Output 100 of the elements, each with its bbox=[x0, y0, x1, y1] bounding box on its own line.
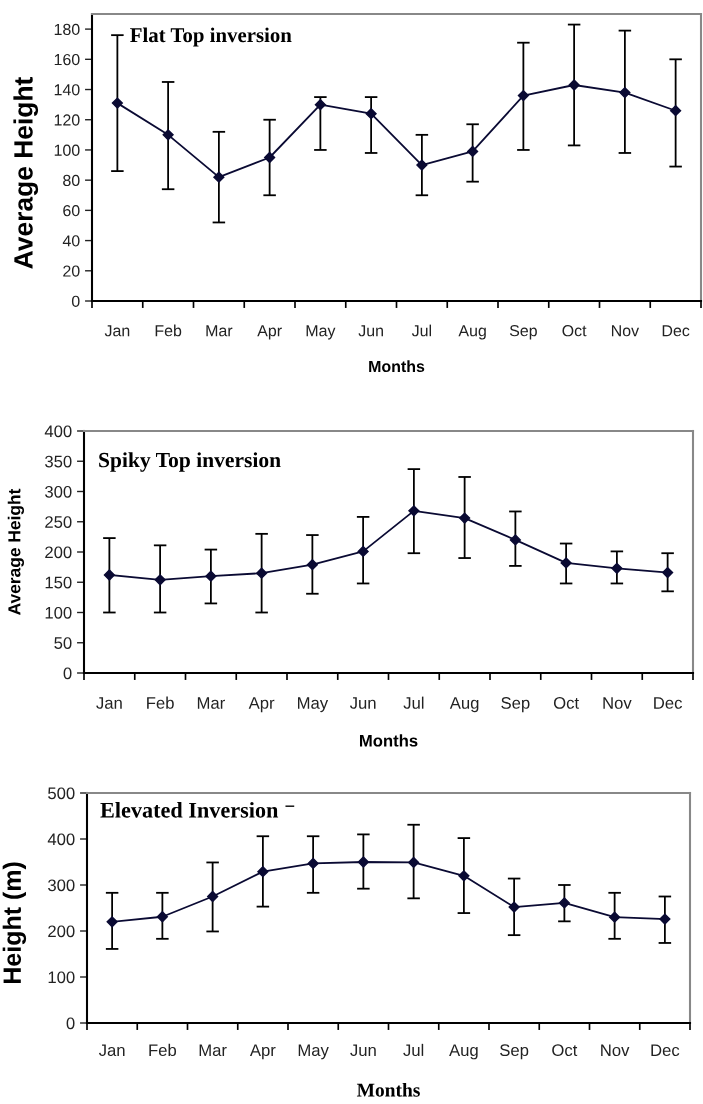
y-tick-label: 20 bbox=[63, 265, 80, 277]
x-tick-label: Jul bbox=[411, 324, 432, 337]
y-tick-label: 250 bbox=[45, 516, 72, 528]
point bbox=[154, 574, 166, 586]
x-axis-title: Months bbox=[369, 360, 425, 373]
x-tick-label: Mar bbox=[197, 697, 225, 709]
point bbox=[314, 99, 326, 111]
x-tick-label: Jan bbox=[96, 697, 122, 709]
y-axis-title: Average Height bbox=[13, 77, 39, 269]
x-tick-label: Mar bbox=[206, 325, 233, 337]
y-tick-label: 180 bbox=[54, 23, 80, 36]
text: Flat Top inversion bbox=[130, 27, 292, 47]
y-tick-label: 60 bbox=[63, 205, 80, 217]
x-tick-label: Apr bbox=[248, 697, 275, 713]
y-tick-label: 80 bbox=[63, 174, 80, 187]
x-tick-label: Apr bbox=[249, 1044, 276, 1060]
y-tick-label: 50 bbox=[54, 637, 72, 649]
y-tick-label: 400 bbox=[44, 425, 72, 438]
x-tick-label: Aug bbox=[458, 325, 486, 340]
y-tick-label: 100 bbox=[45, 606, 72, 619]
point bbox=[609, 911, 621, 923]
point bbox=[306, 559, 318, 571]
x-tick-label: Aug bbox=[449, 1044, 478, 1060]
point bbox=[257, 866, 269, 878]
y-tick-label: 400 bbox=[47, 833, 75, 846]
y-tick-label: 200 bbox=[45, 546, 72, 559]
y-axis-title: Average Height bbox=[7, 488, 25, 615]
x-tick-label: Oct bbox=[562, 325, 587, 337]
x-tick-label: Feb bbox=[147, 696, 174, 709]
point bbox=[508, 901, 520, 913]
x-tick-label: May bbox=[298, 1044, 329, 1060]
y-tick-label: 500 bbox=[48, 787, 75, 800]
x-tick-label: Apr bbox=[257, 325, 282, 340]
point bbox=[558, 897, 570, 909]
point bbox=[365, 108, 377, 120]
x-tick-label: Jul bbox=[403, 696, 424, 709]
point bbox=[509, 534, 521, 546]
point bbox=[662, 566, 674, 579]
point bbox=[207, 890, 219, 903]
x-tick-label: Sep bbox=[500, 1044, 529, 1060]
y-axis-title: Height (m) bbox=[2, 862, 27, 984]
x-tick-label: Nov bbox=[601, 1044, 630, 1057]
point bbox=[103, 569, 115, 581]
x-axis-title: Months bbox=[359, 734, 418, 747]
x-tick-label: Oct bbox=[553, 697, 579, 709]
point bbox=[162, 129, 174, 141]
point bbox=[619, 86, 631, 99]
x-tick-label: Jun bbox=[350, 1044, 376, 1057]
y-tick-label: 0 bbox=[63, 667, 72, 680]
x-tick-label: Dec bbox=[662, 325, 690, 337]
x-tick-label: Nov bbox=[603, 697, 632, 709]
point bbox=[458, 870, 470, 882]
point bbox=[416, 159, 428, 171]
chart-title: Elevated Inversion ⁻ bbox=[100, 802, 295, 818]
point bbox=[357, 545, 369, 557]
y-tick-label: 40 bbox=[62, 235, 80, 247]
y-tick-label: 120 bbox=[54, 114, 80, 126]
y-tick-label: 0 bbox=[71, 295, 80, 307]
point bbox=[205, 570, 217, 582]
x-tick-label: Jan bbox=[98, 1044, 125, 1057]
point bbox=[264, 151, 276, 164]
x-tick-label: Jun bbox=[349, 697, 376, 709]
point bbox=[307, 857, 319, 869]
point bbox=[156, 911, 168, 923]
x-axis-title: Months bbox=[356, 1082, 420, 1097]
point bbox=[213, 171, 225, 183]
point bbox=[517, 89, 529, 102]
y-tick-label: 300 bbox=[48, 879, 75, 892]
y-tick-label: 350 bbox=[45, 455, 72, 468]
x-tick-label: Feb bbox=[149, 1043, 177, 1057]
point bbox=[568, 79, 580, 91]
y-tick-label: 100 bbox=[54, 144, 80, 156]
x-tick-label: Oct bbox=[552, 1044, 578, 1057]
point bbox=[111, 97, 123, 109]
x-tick-label: Sep bbox=[501, 697, 530, 713]
x-tick-label: May bbox=[306, 325, 336, 340]
x-tick-label: Nov bbox=[611, 325, 640, 337]
x-tick-label: Aug bbox=[449, 697, 479, 713]
y-tick-label: 100 bbox=[48, 971, 75, 984]
x-tick-label: Jan bbox=[104, 325, 130, 337]
point bbox=[256, 567, 268, 579]
x-tick-label: Dec bbox=[654, 697, 682, 709]
y-tick-label: 200 bbox=[48, 925, 75, 938]
y-tick-label: 0 bbox=[66, 1017, 75, 1030]
x-tick-label: May bbox=[298, 697, 329, 713]
point bbox=[659, 913, 671, 925]
point bbox=[467, 145, 479, 158]
y-tick-label: 150 bbox=[45, 576, 72, 589]
x-tick-label: Jul bbox=[403, 1043, 424, 1057]
y-tick-label: 160 bbox=[54, 53, 80, 66]
text: Spiky Top inversion bbox=[99, 452, 281, 472]
point bbox=[670, 105, 682, 117]
x-tick-label: Feb bbox=[155, 324, 182, 337]
point bbox=[106, 916, 118, 928]
x-tick-label: Jun bbox=[358, 325, 383, 337]
x-tick-label: Dec bbox=[651, 1044, 680, 1057]
point bbox=[357, 856, 369, 868]
x-tick-label: Sep bbox=[509, 325, 537, 340]
x-tick-label: Mar bbox=[199, 1044, 227, 1057]
y-tick-label: 300 bbox=[45, 485, 72, 498]
